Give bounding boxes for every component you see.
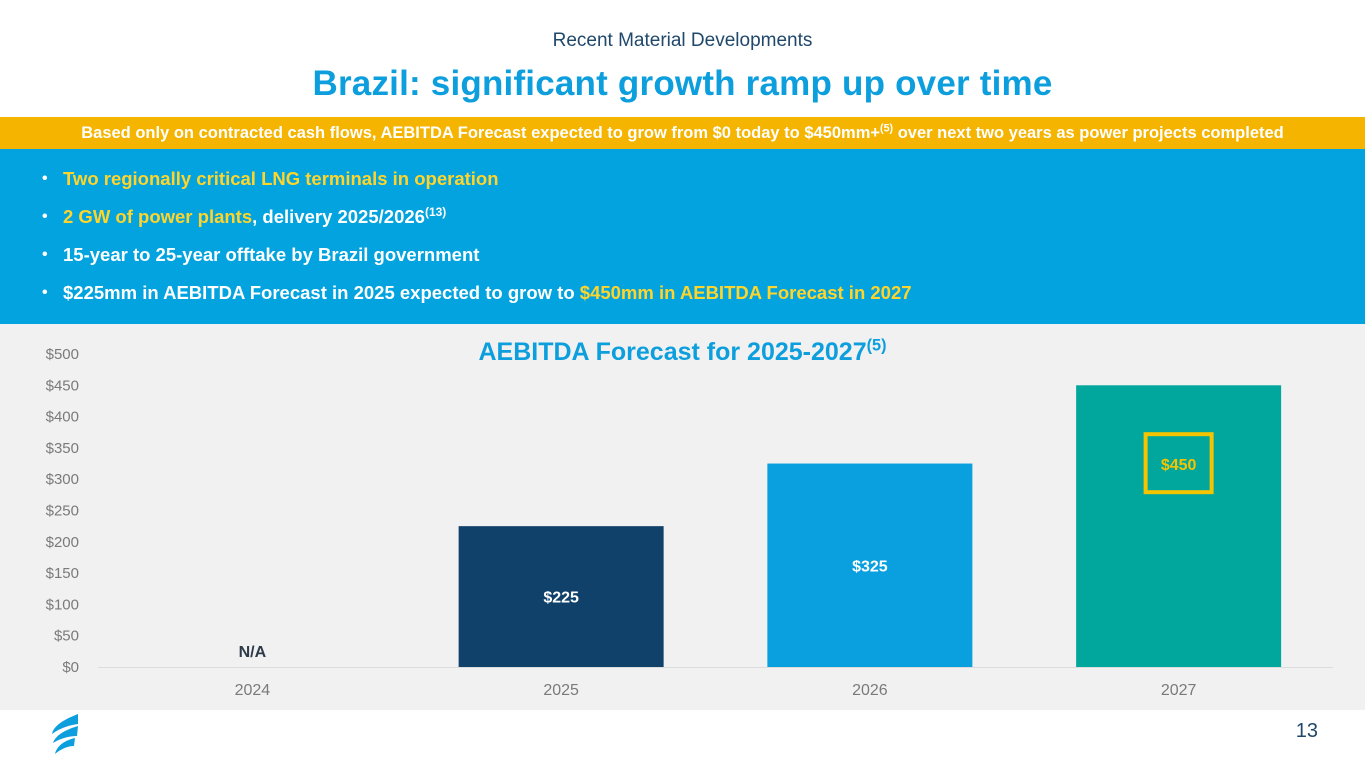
page-title: Brazil: significant growth ramp up over … — [312, 64, 1053, 103]
bar-2026 — [767, 463, 973, 667]
data-label-2026: $325 — [852, 558, 888, 575]
summary-banner: Based only on contracted cash flows, AEB… — [0, 117, 1365, 149]
company-logo — [48, 712, 84, 761]
y-tick-label: $300 — [46, 471, 79, 488]
banner-footnote: (5) — [880, 122, 894, 135]
bullet-power-highlight: 2 GW of power plants — [63, 206, 253, 227]
x-tick-label: 2024 — [235, 682, 271, 699]
bullet-lng-terminals: Two regionally critical LNG terminals in… — [42, 167, 912, 205]
highlights-list: Two regionally critical LNG terminals in… — [42, 167, 912, 319]
bullet-aebitda-growth: $225mm in AEBITDA Forecast in 2025 expec… — [42, 281, 912, 319]
bullet-aebitda-text: $225mm in AEBITDA Forecast in 2025 expec… — [63, 282, 580, 303]
bullet-offtake: 15-year to 25-year offtake by Brazil gov… — [42, 243, 912, 281]
y-tick-label: $400 — [46, 409, 79, 426]
bullet-aebitda-highlight: $450mm in AEBITDA Forecast in 2027 — [579, 282, 912, 303]
y-tick-label: $200 — [46, 534, 79, 551]
data-label-2024: N/A — [239, 644, 267, 661]
chart-title: AEBITDA Forecast for 2025-2027(5) — [0, 338, 1365, 367]
banner-text-end: over next two years as power projects co… — [893, 124, 1284, 142]
bullet-power-text: , delivery 2025/2026 — [252, 206, 425, 227]
y-tick-label: $500 — [46, 346, 79, 363]
flame-logo-icon — [52, 714, 78, 754]
page-number: 13 — [1295, 720, 1318, 742]
y-tick-label: $0 — [62, 659, 79, 676]
x-tick-label: 2025 — [543, 682, 579, 699]
section-subtitle: Recent Material Developments — [552, 30, 813, 51]
bar-2027 — [1076, 385, 1282, 667]
highlights-panel: Two regionally critical LNG terminals in… — [0, 149, 1365, 324]
y-tick-label: $450 — [46, 377, 79, 394]
bullet-offtake-text: 15-year to 25-year offtake by Brazil gov… — [63, 244, 480, 265]
banner-text: Based only on contracted cash flows, AEB… — [81, 124, 881, 142]
chart-title-text: AEBITDA Forecast for 2025-2027 — [478, 338, 867, 366]
y-tick-label: $350 — [46, 440, 79, 457]
y-tick-label: $250 — [46, 503, 79, 520]
y-tick-label: $150 — [46, 565, 79, 582]
x-tick-label: 2026 — [852, 682, 888, 699]
bullet-power-footnote: (13) — [424, 204, 447, 219]
data-label-2027: $450 — [1161, 457, 1197, 474]
bullet-power-plants: 2 GW of power plants, delivery 2025/2026… — [42, 205, 912, 243]
bar-2025 — [458, 526, 664, 667]
aebitda-bar-chart: $0 $50 $100 $150 $200 $250 $300 $350 $400 $450 $50… — [46, 346, 1333, 699]
x-tick-label: 2027 — [1161, 682, 1197, 699]
chart-title-footnote: (5) — [866, 336, 887, 355]
y-tick-label: $50 — [54, 628, 79, 645]
data-label-2025: $225 — [543, 590, 579, 607]
bullet-lng-text: Two regionally critical LNG terminals in… — [63, 168, 499, 189]
y-tick-label: $100 — [46, 596, 79, 613]
highlight-box — [1143, 432, 1214, 495]
